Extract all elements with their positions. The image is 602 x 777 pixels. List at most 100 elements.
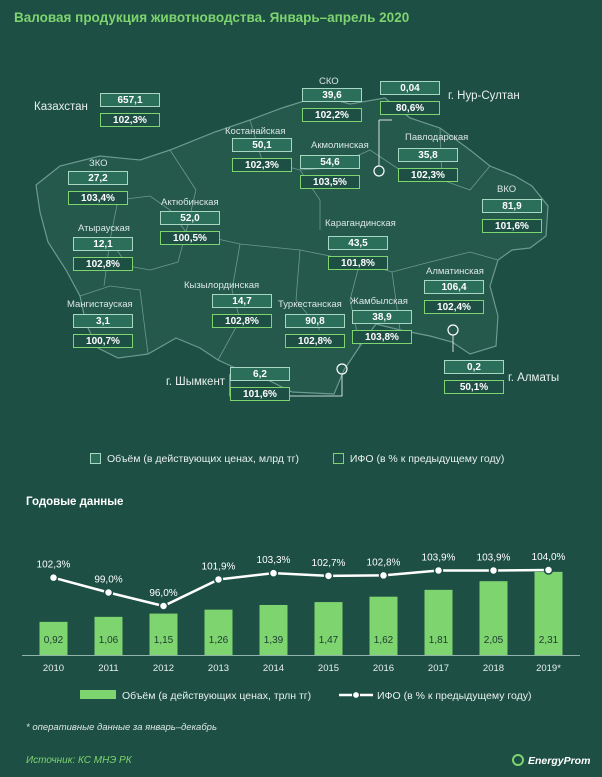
region-ifo-akmola: 103,5% bbox=[300, 175, 360, 189]
region-ifo-turkestan: 102,8% bbox=[285, 334, 345, 348]
bar-label-2015: 1,47 bbox=[319, 635, 339, 646]
bar-label-2013: 1,26 bbox=[209, 635, 229, 646]
region-volume-shymkent: 6,2 bbox=[230, 367, 290, 381]
legend-label-volume: Объём (в действующих ценах, млрд тг) bbox=[107, 453, 299, 465]
region-ifo-zko: 103,4% bbox=[68, 191, 128, 205]
region-ifo-aktobe: 100,5% bbox=[160, 231, 220, 245]
bar-label-2017: 1,81 bbox=[429, 635, 449, 646]
bar-label-2010: 0,92 bbox=[44, 635, 64, 646]
region-name-karaganda: Карагандинская bbox=[325, 218, 396, 229]
legend-label-line: ИФО (в % к предыдущему году) bbox=[376, 690, 532, 702]
legend-swatch-line bbox=[338, 690, 373, 700]
region-ifo-mangystau: 100,7% bbox=[73, 334, 133, 348]
region-volume-sko: 39,6 bbox=[302, 88, 362, 102]
legend-swatch-volume bbox=[90, 453, 101, 464]
region-volume-mangystau: 3,1 bbox=[73, 314, 133, 328]
ifo-label-2016: 102,8% bbox=[367, 557, 401, 568]
region-name-atyrau: Атырауская bbox=[78, 223, 130, 234]
region-volume-kyzylorda: 14,7 bbox=[212, 294, 272, 308]
region-ifo-almaty-city: 50,1% bbox=[444, 380, 504, 394]
bar-2012 bbox=[149, 613, 178, 655]
ifo-line bbox=[53, 568, 549, 608]
region-volume-vko: 81,9 bbox=[482, 199, 542, 213]
region-ifo-shymkent: 101,6% bbox=[230, 387, 290, 401]
annual-section-title: Годовые данные bbox=[26, 496, 124, 508]
region-name-kazakhstan: Казахстан bbox=[34, 101, 88, 113]
region-name-zko: ЗКО bbox=[89, 158, 108, 169]
ifo-point-2015 bbox=[323, 571, 334, 581]
bar-2016 bbox=[369, 596, 398, 655]
bar-2013 bbox=[204, 609, 233, 655]
region-name-vko: ВКО bbox=[497, 184, 517, 195]
ifo-point-2012 bbox=[158, 601, 169, 611]
region-volume-zko: 27,2 bbox=[68, 171, 128, 185]
tick-label-2017: 2017 bbox=[428, 663, 449, 674]
bar-label-2019*: 2,31 bbox=[539, 635, 559, 646]
region-ifo-kyzylorda: 102,8% bbox=[212, 314, 272, 328]
map-legend: Объём (в действующих ценах, млрд тг) ИФО… bbox=[90, 453, 504, 465]
region-name-turkestan: Туркестанская bbox=[278, 299, 342, 310]
bar-label-2011: 1,06 bbox=[99, 635, 119, 646]
ifo-point-2010 bbox=[48, 572, 59, 583]
bar-label-2016: 1,62 bbox=[374, 635, 394, 646]
footnote: * оперативные данные за январь–декабрь bbox=[26, 722, 217, 733]
region-volume-pavlodar: 35,8 bbox=[398, 148, 458, 162]
region-name-almaty-reg: Алматинская bbox=[426, 266, 484, 277]
region-name-sko: СКО bbox=[319, 76, 339, 87]
source-text: Источник: КС МНЭ РК bbox=[26, 755, 132, 766]
page-title: Валовая продукция животноводства. Январь… bbox=[14, 10, 410, 25]
bar-label-2018: 2,05 bbox=[484, 635, 504, 646]
region-volume-atyrau: 12,1 bbox=[73, 237, 133, 251]
region-name-zhambyl: Жамбылская bbox=[350, 296, 408, 307]
region-volume-turkestan: 90,8 bbox=[285, 314, 345, 328]
chart-legend: Объём (в действующих ценах, трлн тг) ИФО… bbox=[80, 690, 531, 702]
region-ifo-nursultan: 80,6% bbox=[380, 101, 440, 115]
tick-label-2018: 2018 bbox=[483, 663, 504, 674]
region-name-shymkent: г. Шымкент bbox=[166, 376, 226, 388]
region-name-nursultan: г. Нур-Султан bbox=[448, 90, 520, 102]
bar-2017 bbox=[424, 589, 453, 655]
ifo-point-2016 bbox=[378, 570, 389, 581]
tick-label-2016: 2016 bbox=[373, 663, 394, 674]
legend-label-ifo: ИФО (в % к предыдущему году) bbox=[349, 453, 505, 465]
region-volume-kostanay: 50,1 bbox=[232, 138, 292, 152]
logo-icon bbox=[512, 754, 524, 766]
ifo-label-2017: 103,9% bbox=[422, 552, 456, 563]
region-volume-almaty-reg: 106,4 bbox=[424, 280, 484, 294]
legend-label-bar: Объём (в действующих ценах, трлн тг) bbox=[122, 690, 312, 702]
bar-2018 bbox=[479, 581, 508, 655]
region-ifo-karaganda: 101,8% bbox=[328, 256, 388, 270]
bar-2014 bbox=[259, 604, 288, 655]
region-name-akmola: Акмолинская bbox=[311, 140, 369, 151]
bar-2011 bbox=[94, 616, 123, 655]
ifo-point-2013 bbox=[213, 574, 224, 585]
bar-2010 bbox=[39, 621, 68, 655]
region-volume-kazakhstan: 657,1 bbox=[100, 93, 160, 107]
ifo-label-2013: 101,9% bbox=[202, 561, 236, 572]
region-volume-nursultan: 0,04 bbox=[380, 81, 440, 95]
region-ifo-sko: 102,2% bbox=[302, 108, 362, 122]
bar-2015 bbox=[314, 602, 343, 655]
ifo-label-2019*: 104,0% bbox=[532, 552, 566, 563]
region-name-pavlodar: Павлодарская bbox=[405, 132, 469, 143]
ifo-point-2011 bbox=[103, 587, 114, 598]
region-ifo-atyrau: 102,8% bbox=[73, 257, 133, 271]
region-ifo-kostanay: 102,3% bbox=[232, 158, 292, 172]
region-name-almaty-city: г. Алматы bbox=[508, 372, 560, 384]
region-volume-zhambyl: 38,9 bbox=[352, 310, 412, 324]
region-volume-almaty-city: 0,2 bbox=[444, 360, 504, 374]
tick-label-2015: 2015 bbox=[318, 663, 339, 674]
ifo-point-2014 bbox=[268, 568, 279, 578]
region-name-aktobe: Актюбинская bbox=[161, 197, 219, 208]
region-name-kostanay: Костанайская bbox=[225, 126, 286, 137]
tick-label-2014: 2014 bbox=[263, 663, 284, 674]
tick-label-2013: 2013 bbox=[208, 663, 229, 674]
bar-label-2014: 1,39 bbox=[264, 635, 284, 646]
ifo-label-2018: 103,9% bbox=[477, 552, 511, 563]
ifo-point-2017 bbox=[433, 565, 444, 576]
region-ifo-pavlodar: 102,3% bbox=[398, 168, 458, 182]
tick-label-2019*: 2019* bbox=[536, 663, 561, 674]
region-volume-karaganda: 43,5 bbox=[328, 236, 388, 250]
